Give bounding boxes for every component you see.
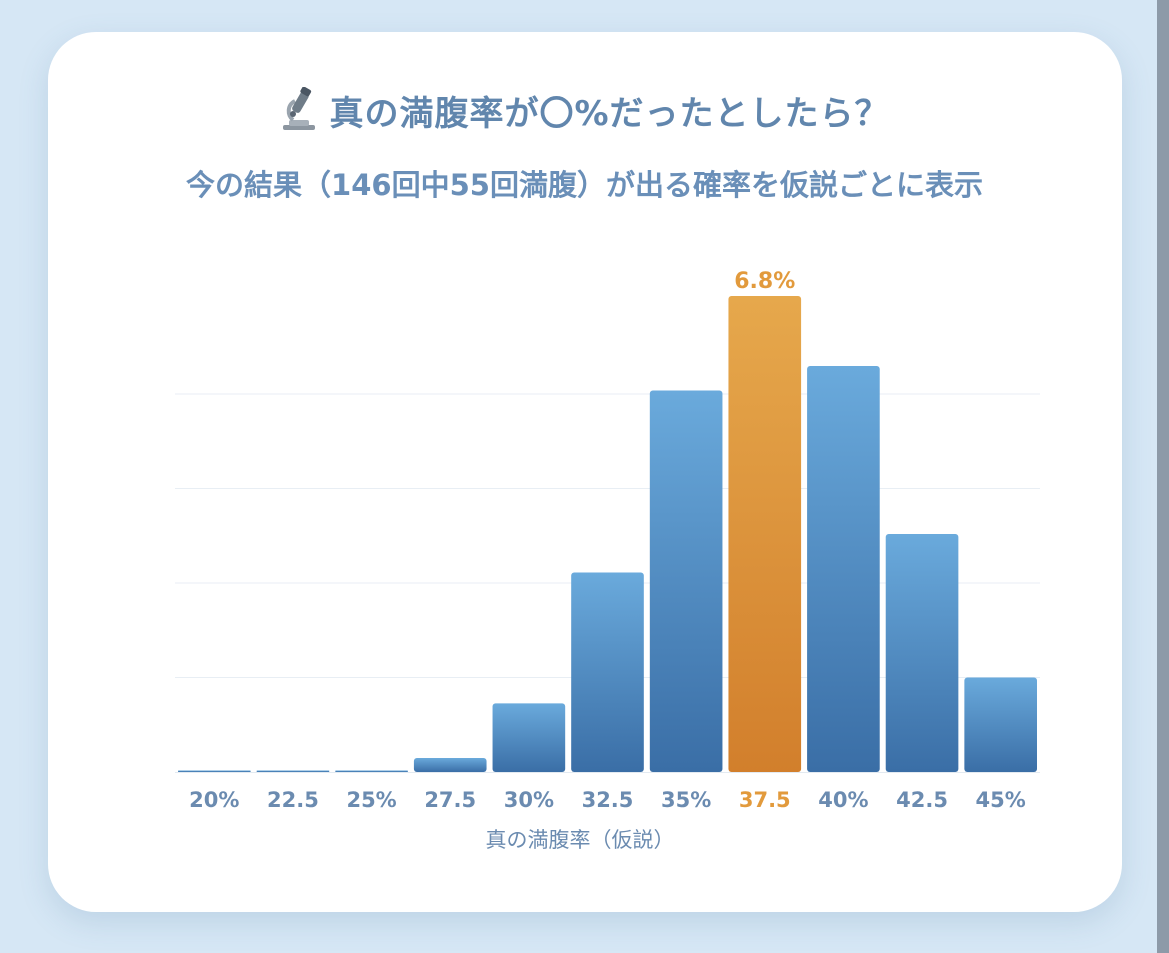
microscope-icon	[279, 86, 319, 140]
x-tick-label-8: 40%	[818, 788, 868, 812]
bar-10	[964, 677, 1037, 772]
bar-3	[413, 758, 487, 772]
bar-6	[649, 390, 723, 772]
x-tick-label-7: 37.5	[739, 788, 791, 812]
bar-4	[492, 703, 566, 772]
x-tick-label-5: 32.5	[582, 788, 634, 812]
chart-title: 真の満腹率が〇%だったとしたら？	[329, 94, 890, 134]
x-tick-label-2: 25%	[346, 788, 396, 812]
bar-1	[256, 770, 330, 772]
x-tick-label-4: 30%	[504, 788, 554, 812]
x-tick-label-9: 42.5	[896, 788, 948, 812]
bar-0	[178, 770, 251, 772]
x-tick-label-6: 35%	[661, 788, 711, 812]
bar-2	[335, 770, 408, 772]
x-tick-label-3: 27.5	[424, 788, 476, 812]
x-tick-label-10: 45%	[976, 788, 1026, 812]
bars	[178, 296, 1037, 772]
data-labels: 6.8%	[734, 269, 795, 294]
bar-8	[807, 366, 880, 772]
bar-5	[571, 572, 644, 772]
x-tick-labels: 20% 22.5 25% 27.5 30% 32.5 35% 37.5 40% 42.5 45%	[189, 788, 1026, 812]
x-tick-label-1: 22.5	[267, 788, 319, 812]
x-axis-label: 真の満腹率（仮説）	[486, 828, 675, 852]
bar-7	[728, 296, 802, 772]
bar-9	[885, 534, 959, 772]
x-tick-label-0: 20%	[189, 788, 239, 812]
highlight-data-label: 6.8%	[734, 269, 795, 294]
chart-title-row: 真の満腹率が〇%だったとしたら？	[0, 86, 1169, 140]
chart-subtitle: 今の結果（146回中55回満腹）が出る確率を仮説ごとに表示	[186, 168, 983, 202]
window-edge	[1157, 0, 1169, 953]
